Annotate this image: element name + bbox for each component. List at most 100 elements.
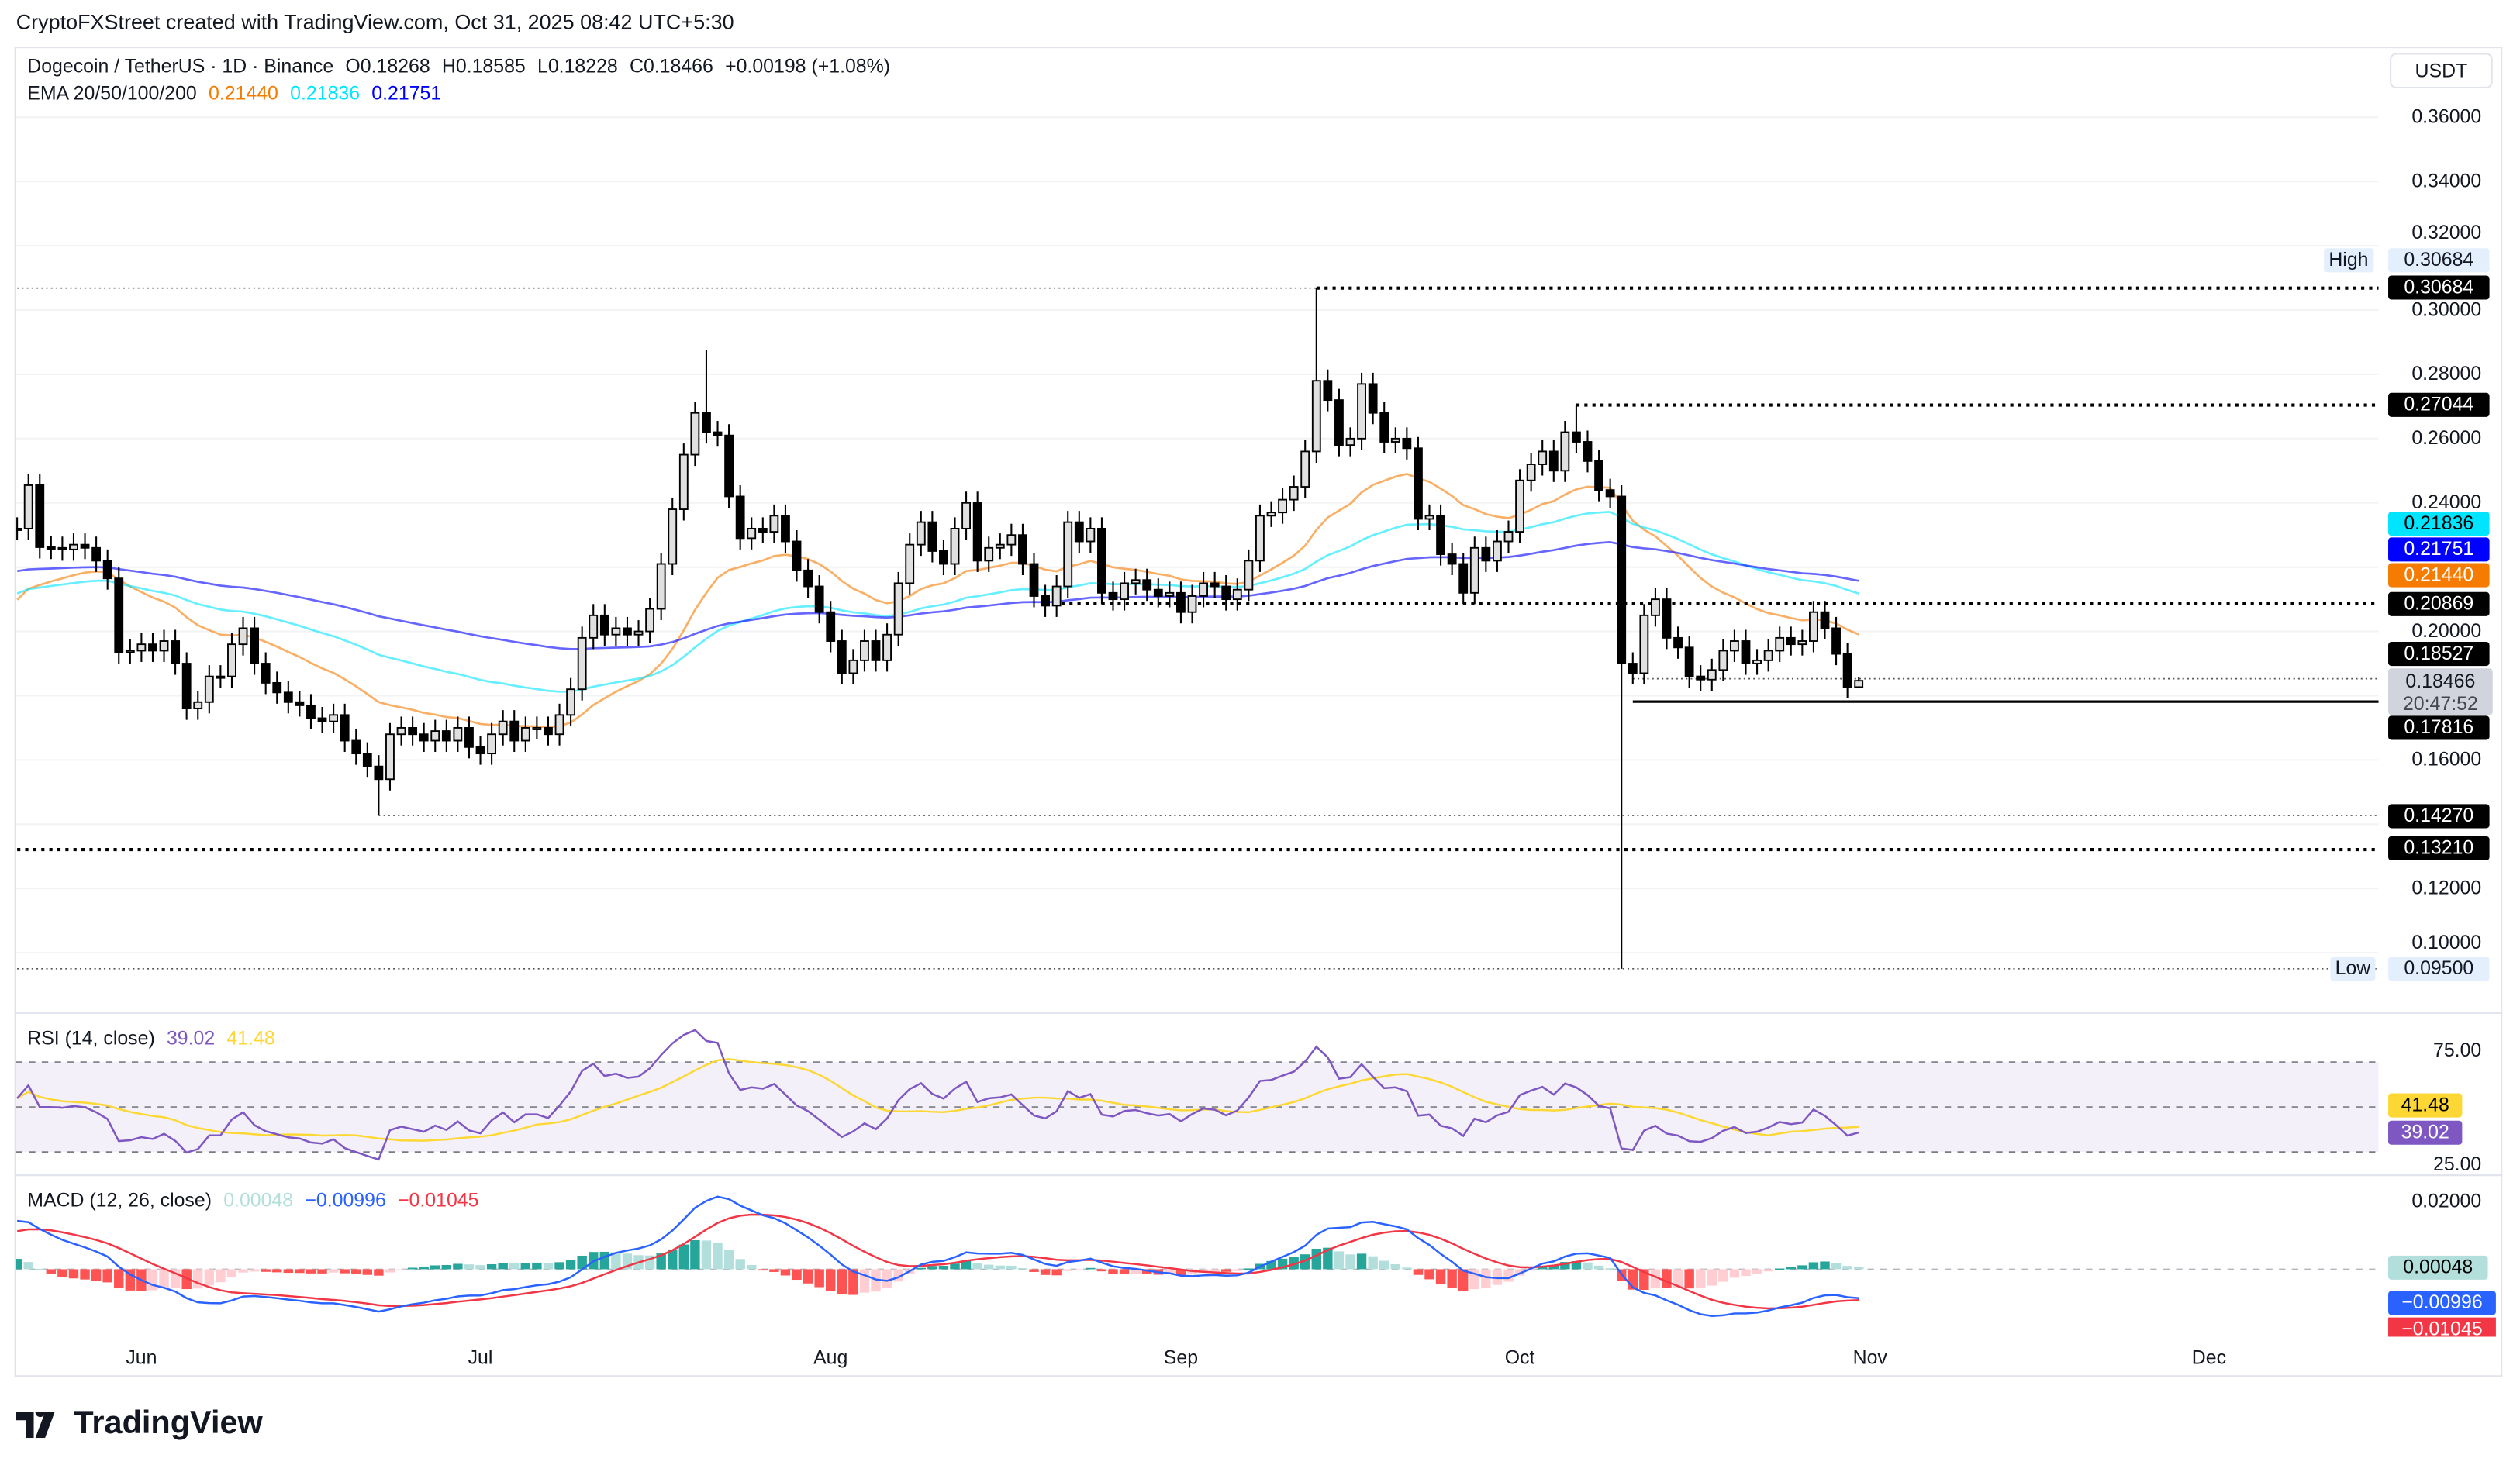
candle — [1334, 388, 1344, 457]
candle-body — [148, 643, 157, 652]
macd-histogram-bar — [125, 1269, 136, 1291]
low-label: Low — [2330, 957, 2376, 981]
candle — [136, 633, 147, 662]
candle-body — [1572, 431, 1581, 443]
candle — [1447, 543, 1457, 576]
candle-body — [1142, 579, 1152, 591]
candle-body — [306, 704, 316, 719]
macd-histogram-bar — [1820, 1261, 1830, 1270]
candle — [668, 498, 678, 576]
macd-histogram-bar — [509, 1263, 520, 1270]
candle-body — [408, 727, 418, 736]
candle-body — [668, 508, 678, 565]
candle — [80, 533, 90, 560]
candle-body — [984, 546, 994, 562]
macd-histogram-bar — [475, 1265, 485, 1270]
macd-histogram-bar — [16, 1259, 22, 1270]
candle-body — [678, 453, 689, 510]
candle — [995, 533, 1005, 560]
candle — [1278, 488, 1287, 524]
candle — [577, 626, 587, 701]
ema50-tag: 0.21836 — [2388, 512, 2490, 536]
price-axis-label: 0.24000 — [2411, 491, 2482, 514]
rsi-pane — [16, 1029, 2379, 1161]
candle — [1345, 427, 1355, 457]
candle — [193, 691, 203, 720]
candle-body — [1108, 591, 1118, 601]
macd-histogram-bar — [68, 1269, 79, 1279]
candle — [1210, 571, 1220, 598]
candle-body — [690, 412, 700, 456]
candle-body — [950, 527, 960, 565]
macd-histogram-bar — [995, 1265, 1006, 1270]
candle — [1820, 601, 1830, 639]
candle-body — [1605, 489, 1615, 498]
high-value-tag: 0.30684 — [2388, 248, 2490, 273]
candle — [769, 504, 779, 543]
candle — [1763, 639, 1773, 672]
macd-histogram-bar — [147, 1269, 158, 1291]
candle-body — [1707, 669, 1717, 681]
candle-body — [1797, 640, 1807, 646]
macd-histogram-bar — [1853, 1267, 1864, 1270]
macd-histogram-bar — [351, 1269, 361, 1274]
candle — [1086, 517, 1096, 553]
macd-histogram-bar — [668, 1249, 678, 1270]
macd-histogram-bar — [464, 1264, 475, 1270]
candle-body — [1560, 431, 1570, 472]
candle — [1673, 626, 1683, 659]
candle-body — [1673, 636, 1683, 649]
candle — [35, 474, 45, 559]
candle — [374, 755, 384, 816]
price-axis-label: 0.16000 — [2411, 747, 2482, 770]
candle — [1696, 665, 1706, 691]
ema50-value: 0.21836 — [290, 81, 361, 105]
candle-body — [1232, 588, 1242, 601]
candle — [1481, 536, 1491, 572]
candle-body — [114, 577, 124, 653]
macd-histogram-bar — [1323, 1247, 1333, 1270]
candle — [623, 616, 632, 646]
candle — [498, 710, 508, 746]
candle-body — [374, 765, 384, 781]
macd-histogram-bar — [1842, 1266, 1852, 1270]
macd-histogram-bar — [1458, 1269, 1469, 1291]
macd-line-tag: −0.00996 — [2388, 1291, 2496, 1315]
macd-histogram-bar — [272, 1269, 282, 1273]
tradingview-logo[interactable]: TradingView — [16, 1406, 263, 1443]
macd-histogram-bar — [91, 1269, 102, 1281]
macd-histogram-bar — [1593, 1265, 1604, 1270]
price-axis-label: 0.20000 — [2411, 619, 2482, 643]
chart-credit: CryptoFXStreet created with TradingView.… — [16, 9, 734, 34]
candle — [826, 601, 836, 653]
macd-histogram-bar — [1673, 1269, 1683, 1288]
candle — [1153, 578, 1163, 608]
candle-body — [1718, 650, 1728, 671]
ema-label[interactable]: EMA 20/50/100/200 — [27, 81, 197, 105]
symbol-title[interactable]: Dogecoin / TetherUS · 1D · Binance — [27, 54, 334, 78]
currency-button[interactable]: USDT — [2390, 53, 2493, 88]
candle-body — [441, 730, 451, 742]
candle — [1266, 501, 1276, 527]
candle — [871, 629, 881, 672]
candle-body — [848, 659, 858, 674]
candle-body — [1684, 646, 1694, 677]
candle — [939, 540, 948, 576]
candle — [972, 491, 982, 572]
macd-histogram-bar — [340, 1269, 350, 1274]
candle-body — [826, 611, 836, 642]
macd-histogram-bar — [1390, 1263, 1401, 1270]
candle — [419, 722, 429, 753]
candle — [747, 517, 757, 550]
candle — [893, 571, 903, 646]
candle — [351, 729, 361, 765]
macd-label[interactable]: MACD (12, 26, close) — [27, 1188, 212, 1212]
candle — [102, 549, 112, 590]
rsi-label[interactable]: RSI (14, close) — [27, 1026, 155, 1050]
candle — [171, 629, 181, 675]
candle-body — [23, 484, 33, 529]
candle-body — [362, 753, 372, 767]
candle — [1131, 568, 1141, 595]
candle — [1572, 405, 1581, 453]
